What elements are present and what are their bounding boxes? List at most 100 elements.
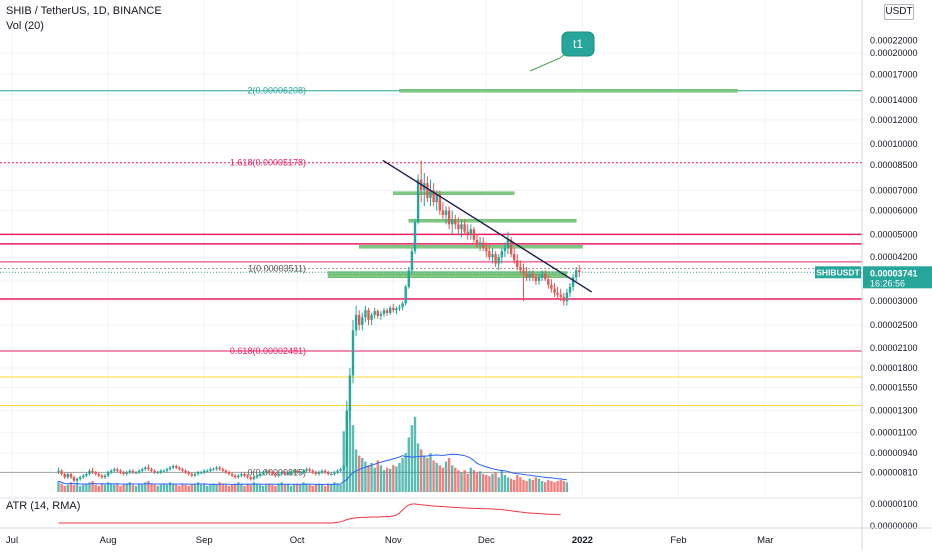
volume-bar: [193, 483, 197, 492]
candle-body: [385, 310, 389, 314]
volume-bar: [395, 466, 398, 492]
candle-body: [258, 473, 262, 476]
candle-body: [447, 210, 451, 225]
candle-body: [478, 242, 482, 246]
volume-bar: [330, 484, 333, 492]
fib-level-label: 2(0.00006208): [247, 86, 306, 96]
volume-bar: [336, 483, 339, 492]
volume-bar: [234, 483, 237, 492]
volume-bar: [240, 484, 243, 492]
price-badge-value: 0.00003741: [870, 268, 918, 278]
candle-body: [203, 470, 206, 473]
candle-body: [134, 472, 138, 474]
volume-bar: [212, 483, 215, 492]
volume-bar: [100, 483, 104, 492]
volume-bar: [466, 473, 469, 492]
volume-bar: [537, 478, 541, 492]
volume-bar: [392, 465, 395, 492]
volume-bar: [280, 482, 283, 492]
volume-bar: [215, 484, 218, 492]
candle-body: [85, 473, 88, 476]
price-axis-tick: 0.00004200: [870, 252, 918, 262]
volume-bar: [513, 479, 516, 492]
price-axis-tick: 0.00012000: [870, 115, 918, 125]
volume-bar: [348, 407, 352, 492]
candle-body: [141, 469, 144, 471]
volume-bar: [540, 481, 544, 492]
candle-body: [475, 239, 479, 246]
volume-bar: [382, 470, 386, 492]
candle-body: [193, 473, 197, 476]
candle-body: [209, 469, 212, 471]
candle-body: [528, 273, 531, 278]
volume-bar: [246, 483, 249, 492]
candle-body: [103, 475, 107, 478]
volume-bar: [296, 483, 299, 492]
candle-body: [519, 266, 522, 271]
volume-bar: [370, 462, 373, 492]
volume-bar: [153, 484, 156, 492]
volume-bar: [258, 484, 262, 492]
volume-bar: [410, 425, 414, 492]
candle-body: [311, 470, 314, 473]
price-axis-tick: 0.00000810: [870, 467, 918, 477]
volume-bar: [485, 475, 488, 492]
candle-body: [559, 294, 562, 297]
volume-indicator-label[interactable]: Vol (20): [6, 20, 44, 32]
symbol-badge-text: SHIBUSDT: [816, 267, 860, 277]
candle-body: [544, 273, 547, 280]
candle-body: [265, 470, 268, 473]
candle-body: [79, 477, 82, 479]
volume-bar: [178, 485, 181, 492]
candle-body: [354, 314, 358, 331]
candle-body: [206, 470, 209, 472]
candle-body: [75, 478, 79, 481]
candle-body: [565, 292, 569, 302]
price-axis-tick: 0.00001550: [870, 382, 918, 392]
candle-body: [286, 473, 290, 475]
candle-body: [435, 194, 438, 203]
volume-bar: [361, 458, 364, 492]
volume-bar: [206, 485, 209, 492]
candle-body: [568, 286, 572, 293]
time-axis-tick: Nov: [385, 535, 402, 546]
candle-body: [187, 472, 190, 474]
candle-body: [531, 273, 534, 278]
price-badge-countdown: 16:26:56: [870, 278, 905, 288]
price-axis-tick: 0.00014000: [870, 95, 918, 105]
candle-body: [215, 467, 218, 470]
candle-body: [336, 470, 339, 473]
candle-body: [482, 242, 485, 249]
candle-body: [240, 473, 243, 476]
price-axis-tick: 0.00000000: [870, 521, 918, 531]
candle-body: [469, 229, 472, 235]
atr-indicator-label[interactable]: ATR (14, RMA): [6, 500, 81, 512]
support-resistance-zone: [393, 191, 515, 195]
currency-button[interactable]: USDT: [884, 4, 914, 20]
volume-bar: [420, 449, 423, 492]
volume-bar: [268, 483, 271, 492]
volume-bar: [478, 471, 482, 492]
candle-body: [308, 469, 311, 471]
volume-bar: [79, 485, 82, 492]
price-axis-tick: 0.00001300: [870, 405, 918, 415]
fib-level-label: 1(0.00003511): [248, 264, 306, 274]
candle-body: [407, 270, 410, 287]
volume-bar: [559, 479, 562, 492]
volume-bar: [544, 482, 547, 492]
candle-body: [457, 224, 460, 230]
symbol-title[interactable]: SHIB / TetherUS, 1D, BINANCE: [6, 5, 162, 17]
volume-bar: [144, 482, 147, 492]
volume-bar: [292, 484, 296, 492]
symbol-badge: [815, 266, 861, 279]
candle-body: [392, 307, 395, 311]
volume-bar: [460, 472, 463, 492]
volume-bar: [407, 437, 410, 492]
volume-bar: [565, 482, 569, 492]
price-badge: [863, 266, 932, 289]
candle-body: [451, 219, 454, 225]
volume-bar: [367, 465, 370, 492]
volume-bar: [150, 483, 153, 492]
